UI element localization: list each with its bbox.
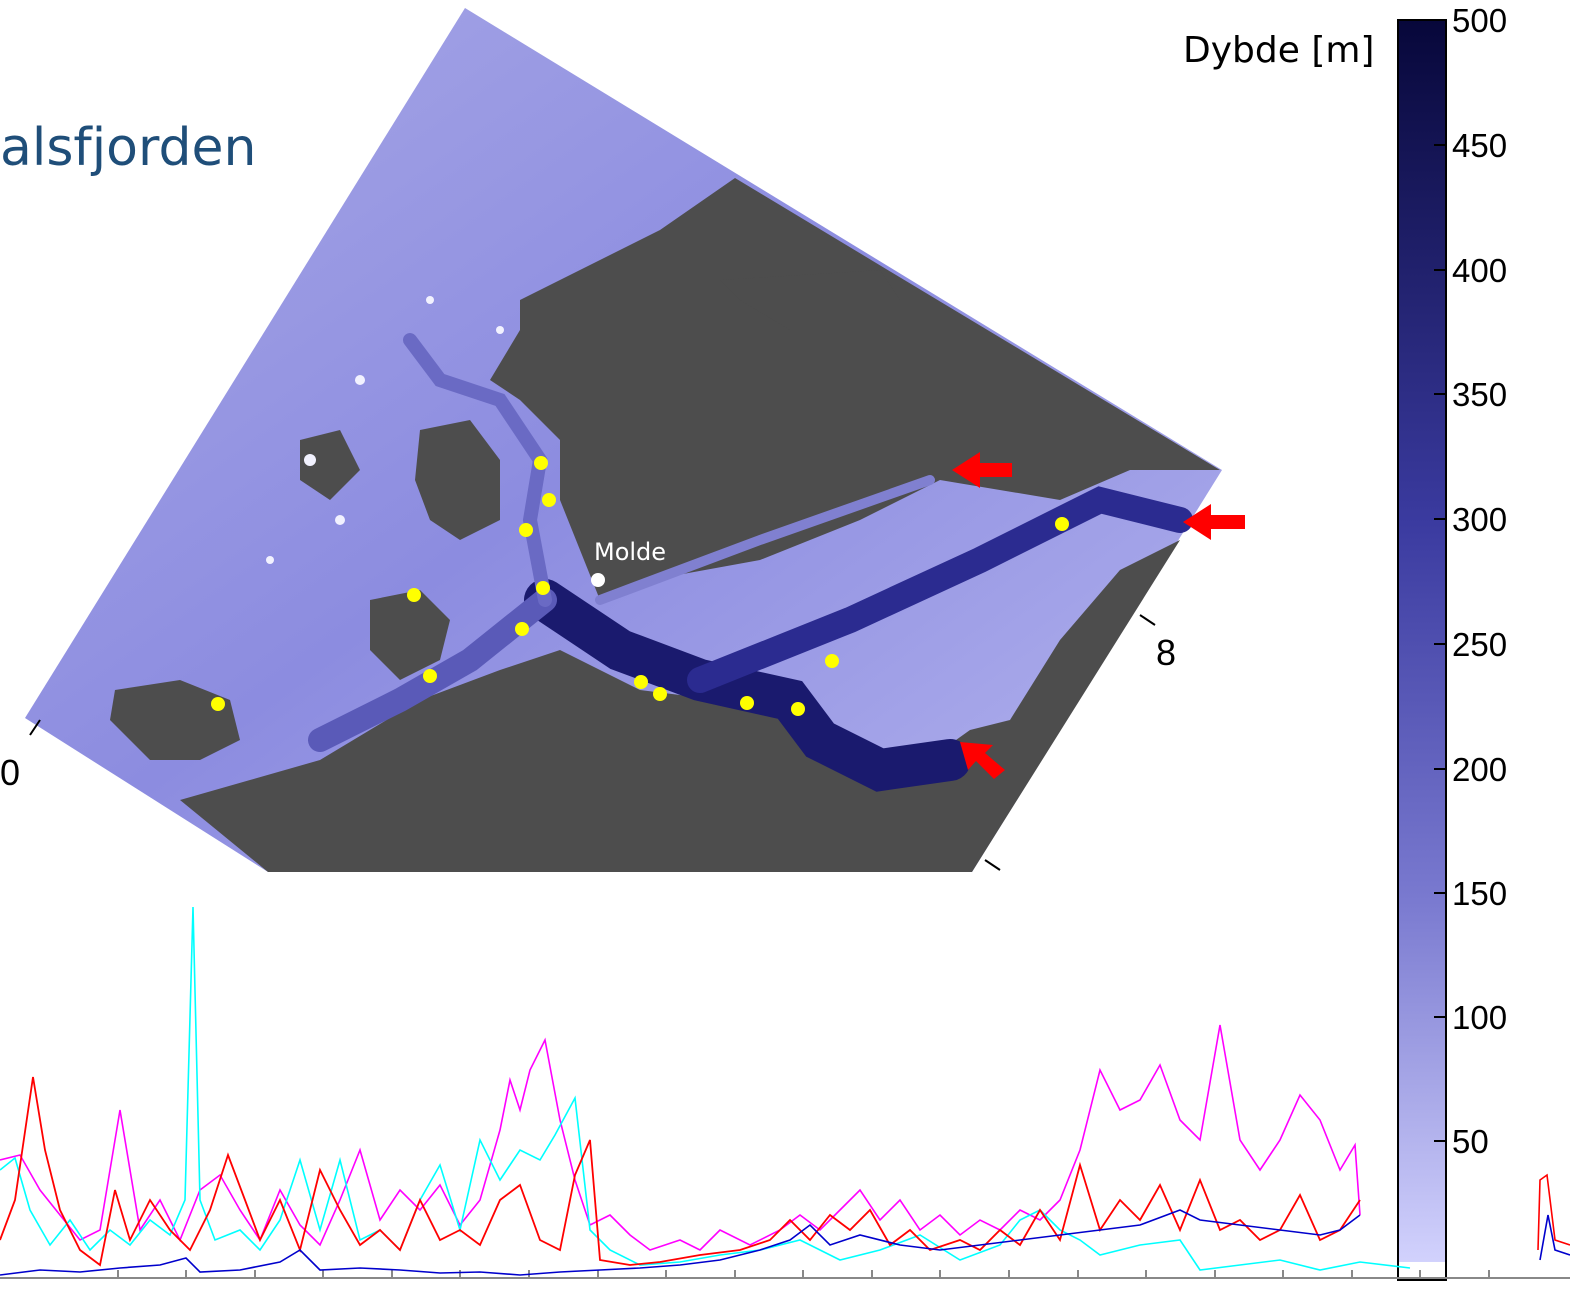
- colorbar-tick-label: 100: [1452, 999, 1508, 1036]
- map-tick-0: [29, 719, 41, 736]
- page-title: alsfjorden: [0, 118, 257, 178]
- station-marker: [515, 622, 529, 636]
- colorbar-ticks: [1434, 19, 1446, 1142]
- colorbar-label: Dybde [m]: [1183, 30, 1375, 71]
- station-marker: [634, 675, 648, 689]
- colorbar-tick-label: 500: [1452, 2, 1508, 39]
- red-arrows: [952, 452, 1245, 779]
- timeseries-red: [0, 1076, 1361, 1267]
- colorbar-tick-label: 300: [1452, 501, 1508, 538]
- colorbar-tick-label: 200: [1452, 751, 1508, 788]
- arrow-icon: [960, 742, 1005, 779]
- fjord-east-channel: [687, 486, 1193, 693]
- timeseries-cyan: [0, 906, 1411, 1271]
- map-tick-8: [1139, 614, 1156, 626]
- station-marker: [423, 669, 437, 683]
- station-marker: [536, 581, 550, 595]
- colorbar-tick-label: 450: [1452, 127, 1508, 164]
- map-coordinate-label: 8: [1156, 632, 1177, 673]
- colorbar-bottom: [1399, 1262, 1445, 1279]
- station-marker: [211, 697, 225, 711]
- colorbar-tick-label: 50: [1452, 1123, 1489, 1160]
- arrow-icon: [952, 452, 1012, 488]
- map-coordinate-label: 0: [0, 752, 21, 793]
- timeseries-right-fragment-blue: [1539, 1214, 1570, 1261]
- islands-white: [266, 296, 504, 564]
- station-marker: [534, 456, 548, 470]
- station-marker: [825, 654, 839, 668]
- land-mass-inner: [720, 270, 900, 330]
- timeseries-right-fragment: [1537, 1173, 1570, 1251]
- station-marker: [519, 523, 533, 537]
- arrow-icon: [1183, 504, 1245, 540]
- fjord-north-channel: [403, 333, 552, 607]
- fjord-ne-arm: [595, 475, 935, 605]
- station-marker: [791, 702, 805, 716]
- town-label-molde: Molde: [594, 538, 667, 566]
- fjord-main-channel: [524, 579, 971, 792]
- station-marker: [407, 588, 421, 602]
- station-markers: [211, 456, 1069, 716]
- colorbar: [1397, 19, 1447, 1281]
- land-mass-south: [180, 540, 1180, 872]
- map-tick-se: [984, 859, 1001, 871]
- station-marker: [542, 493, 556, 507]
- colorbar-tick-label: 400: [1452, 252, 1508, 289]
- colorbar-tick-label: 350: [1452, 376, 1508, 413]
- station-marker: [653, 687, 667, 701]
- land-mass-islands: [300, 420, 500, 680]
- timeseries-magenta: [0, 1024, 1361, 1251]
- colorbar-tick-label: 250: [1452, 626, 1508, 663]
- timeseries-axis-ticks: [117, 1270, 1490, 1278]
- station-marker: [740, 696, 754, 710]
- land-mass-north: [490, 178, 1220, 600]
- molde-marker: [591, 573, 605, 587]
- station-marker: [1055, 517, 1069, 531]
- timeseries-blue: [0, 1209, 1361, 1276]
- colorbar-tick-label: 150: [1452, 875, 1508, 912]
- land-mass-west: [110, 680, 240, 760]
